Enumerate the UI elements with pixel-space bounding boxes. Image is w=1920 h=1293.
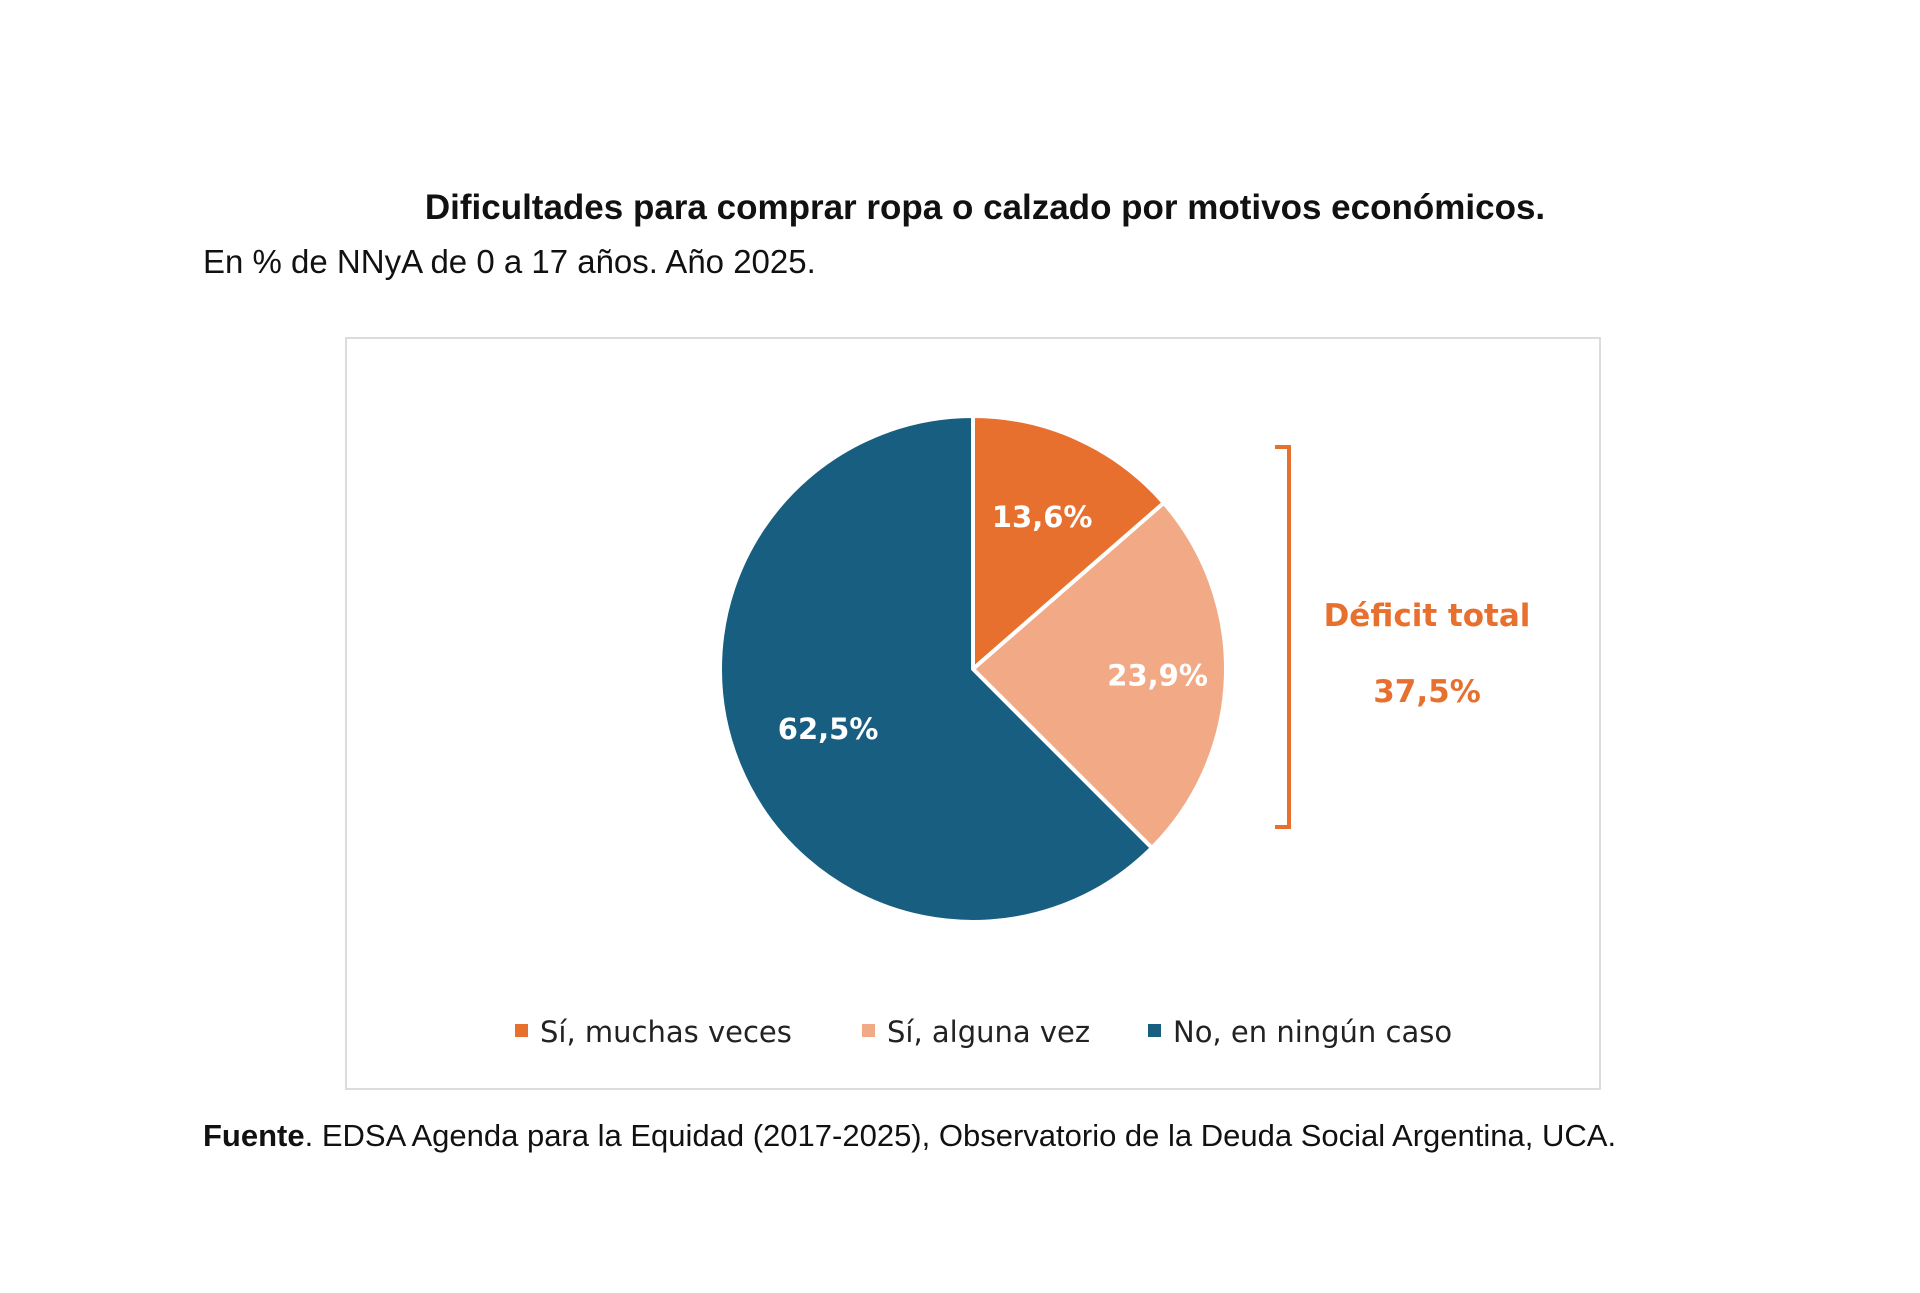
slice-no-en-ningun-caso (718, 414, 1154, 924)
source-note: Fuente. EDSA Agenda para la Equidad (201… (203, 1118, 1616, 1154)
deficit-value: 37,5% (1373, 674, 1481, 710)
pie-slices (718, 414, 1228, 924)
chart-frame: 13,6% 23,9% 62,5% Déficit total 37,5% Sí, … (345, 337, 1601, 1090)
pie-slice-labels: 13,6% 23,9% 62,5% (778, 500, 1208, 746)
slice-label-no-en-ningun-caso: 62,5% (778, 712, 879, 746)
slice-label-si-muchas-veces: 13,6% (992, 500, 1093, 534)
deficit-label: Déficit total (1324, 598, 1531, 634)
legend-swatch-no-en-ningun-caso (1148, 1024, 1161, 1037)
chart-legend: Sí, muchas veces Sí, alguna vez No, en nin… (515, 1015, 1452, 1049)
slice-si-muchas-veces (971, 414, 1166, 671)
legend-label-si-muchas-veces: Sí, muchas veces (540, 1015, 792, 1049)
source-text: . EDSA Agenda para la Equidad (2017-2025… (304, 1118, 1617, 1153)
legend-label-no-en-ningun-caso: No, en ningún caso (1173, 1015, 1452, 1049)
deficit-bracket (1275, 445, 1291, 829)
source-label: Fuente (203, 1118, 305, 1153)
legend-swatch-si-muchas-veces (515, 1024, 528, 1037)
deficit-annotation: Déficit total 37,5% (1275, 445, 1531, 829)
chart-title: Dificultades para comprar ropa o calzado… (424, 188, 1546, 227)
chart-subtitle: En % de NNyA de 0 a 17 años. Año 2025. (203, 243, 816, 280)
slice-si-alguna-vez (971, 500, 1228, 850)
legend-label-si-alguna-vez: Sí, alguna vez (887, 1015, 1090, 1049)
pie-chart: 13,6% 23,9% 62,5% Déficit total 37,5% Sí, … (515, 414, 1531, 1049)
slice-label-si-alguna-vez: 23,9% (1107, 658, 1208, 692)
legend-swatch-si-alguna-vez (862, 1024, 875, 1037)
